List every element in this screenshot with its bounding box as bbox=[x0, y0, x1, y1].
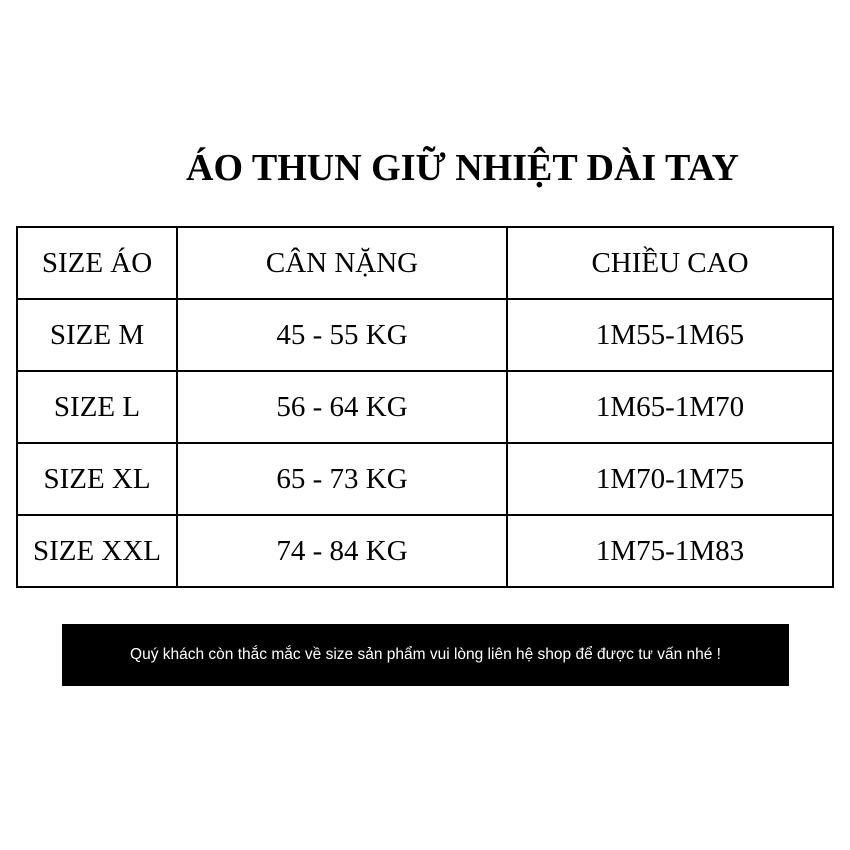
table-cell: SIZE XXL bbox=[16, 514, 178, 588]
size-table: SIZE ÁO CÂN NẶNG CHIỀU CAO SIZE M 45 - 55 KG… bbox=[16, 226, 834, 588]
table-cell: 45 - 55 KG bbox=[176, 298, 508, 372]
table-row: SIZE L 56 - 64 KG 1M65-1M70 bbox=[16, 370, 834, 444]
table-row: SIZE XXL 74 - 84 KG 1M75-1M83 bbox=[16, 514, 834, 588]
table-cell: SIZE L bbox=[16, 370, 178, 444]
title: ÁO THUN GIỮ NHIỆT DÀI TAY bbox=[186, 147, 739, 189]
table-cell: 65 - 73 KG bbox=[176, 442, 508, 516]
table-cell: 1M75-1M83 bbox=[506, 514, 834, 588]
table-cell: 1M65-1M70 bbox=[506, 370, 834, 444]
table-cell: 1M55-1M65 bbox=[506, 298, 834, 372]
table-cell: SIZE ÁO bbox=[16, 226, 178, 300]
table-cell: 56 - 64 KG bbox=[176, 370, 508, 444]
table-cell: CHIỀU CAO bbox=[506, 226, 834, 300]
table-row: SIZE M 45 - 55 KG 1M55-1M65 bbox=[16, 298, 834, 372]
table-cell: SIZE M bbox=[16, 298, 178, 372]
table-cell: SIZE XL bbox=[16, 442, 178, 516]
table-row: SIZE XL 65 - 73 KG 1M70-1M75 bbox=[16, 442, 834, 516]
table-cell: CÂN NẶNG bbox=[176, 226, 508, 300]
note-banner: Quý khách còn thắc mắc về size sản phẩm … bbox=[62, 624, 789, 686]
table-cell: 74 - 84 KG bbox=[176, 514, 508, 588]
table-cell: 1M70-1M75 bbox=[506, 442, 834, 516]
header-row: SIZE ÁO CÂN NẶNG CHIỀU CAO bbox=[16, 226, 834, 300]
